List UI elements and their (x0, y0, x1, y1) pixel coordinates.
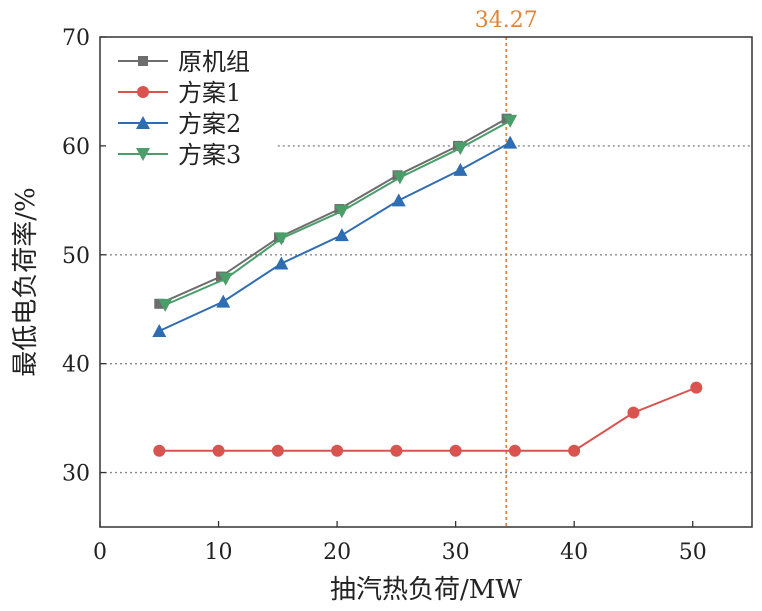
legend-item-4: 方案3 (118, 141, 241, 169)
data-point-3-5 (391, 193, 406, 207)
series-group (152, 113, 703, 457)
data-point-4-6 (453, 142, 468, 156)
data-point-2-7 (508, 444, 521, 457)
x-tick-label-10: 10 (205, 540, 233, 565)
legend-marker-1 (138, 56, 148, 66)
axis-ticks: 0 10 20 30 40 50 30 40 50 60 70 (62, 26, 707, 565)
data-point-2-9 (627, 406, 640, 419)
data-point-3-3 (274, 256, 289, 270)
legend-marker-4 (136, 148, 150, 161)
series-line-2 (159, 386, 697, 452)
x-tick-label-50: 50 (679, 540, 707, 565)
data-point-2-4 (331, 444, 344, 457)
data-point-4-7 (503, 114, 518, 128)
data-point-2-10 (690, 381, 703, 394)
legend-marker-2 (137, 86, 149, 98)
x-tick-label-30: 30 (442, 540, 470, 565)
data-point-3-6 (453, 162, 468, 176)
data-point-4-4 (334, 205, 349, 219)
data-point-3-2 (216, 294, 231, 308)
x-tick-label-40: 40 (560, 540, 588, 565)
series-3 (152, 135, 518, 337)
legend-item-3: 方案2 (118, 110, 241, 138)
y-tick-label-60: 60 (62, 135, 90, 160)
data-point-4-1 (158, 298, 173, 312)
y-tick-label-40: 40 (62, 353, 90, 378)
plot-frame (99, 36, 753, 528)
data-point-3-4 (334, 228, 349, 242)
legend-label-4: 方案3 (178, 141, 241, 169)
y-tick-label-70: 70 (62, 26, 90, 51)
x-tick-label-0: 0 (93, 540, 107, 565)
series-4 (158, 114, 518, 312)
legend-label-1: 原机组 (178, 48, 250, 76)
series-2 (153, 381, 703, 457)
legend-label-2: 方案1 (178, 79, 241, 107)
data-point-2-2 (212, 444, 225, 457)
reference-line-label: 34.27 (475, 8, 538, 33)
y-tick-label-50: 50 (62, 244, 90, 269)
legend-item-2: 方案1 (118, 79, 241, 107)
legend-label-3: 方案2 (178, 110, 241, 138)
data-point-4-2 (218, 272, 233, 286)
data-point-2-8 (568, 444, 581, 457)
legend-item-1: 原机组 (118, 48, 250, 76)
x-tick-label-20: 20 (323, 540, 351, 565)
grid-lines (100, 145, 752, 474)
data-point-3-7 (503, 135, 518, 149)
data-point-2-5 (390, 444, 403, 457)
data-point-4-5 (392, 171, 407, 185)
data-point-1-1 (154, 298, 165, 309)
data-point-2-3 (271, 444, 284, 457)
data-point-2-1 (153, 444, 166, 457)
legend-marker-3 (136, 116, 150, 129)
y-axis-title: 最低电负荷率/% (11, 187, 41, 376)
reference-line-group: 34.27 (475, 8, 538, 527)
data-point-2-6 (449, 444, 462, 457)
y-tick-label-30: 30 (62, 462, 90, 487)
data-point-3-1 (152, 324, 167, 337)
data-point-4-3 (274, 232, 289, 246)
x-axis-title: 抽汽热负荷/MW (330, 575, 522, 605)
